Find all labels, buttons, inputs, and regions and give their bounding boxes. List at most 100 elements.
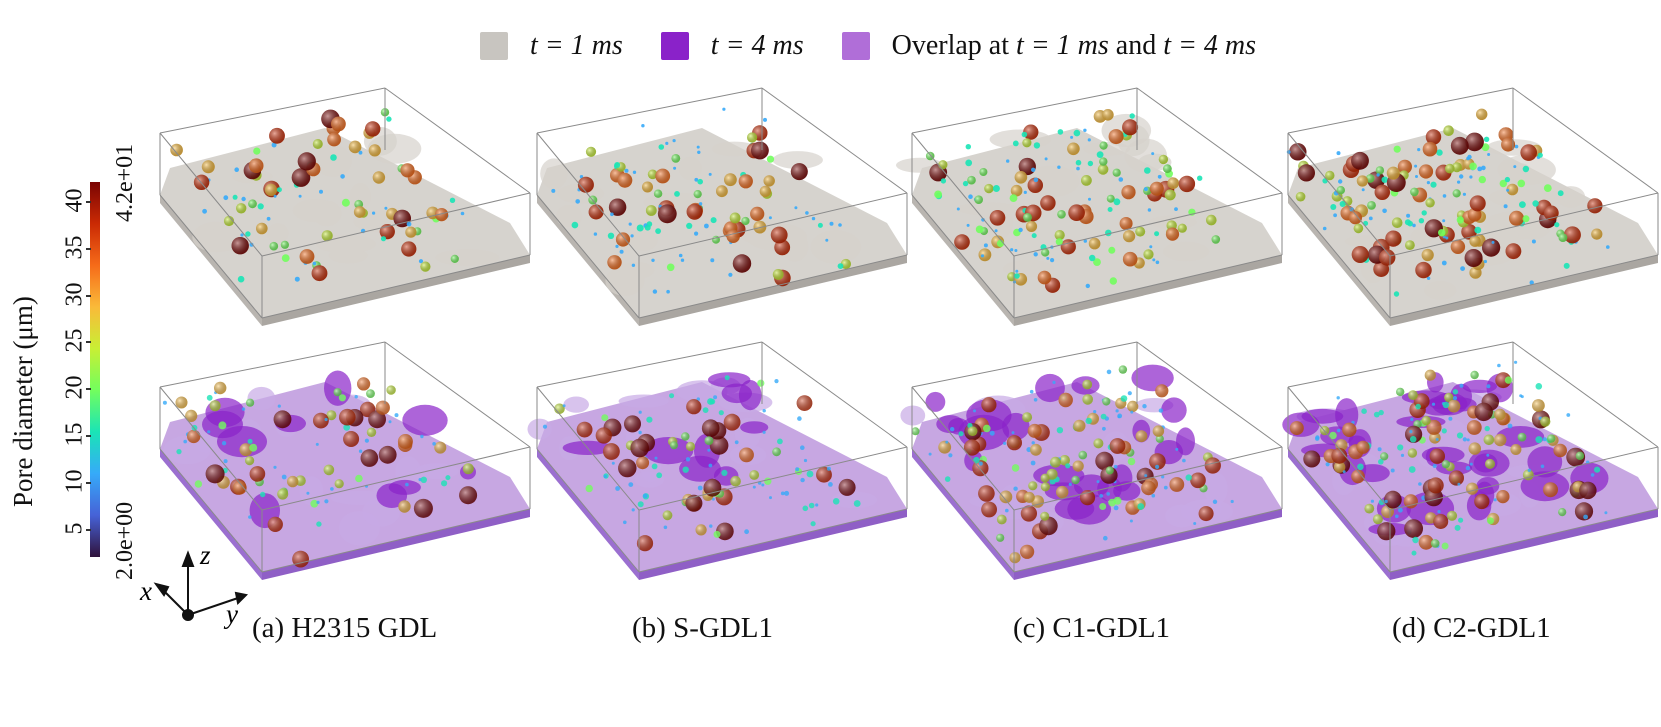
- bounding-box-edge: [1389, 508, 1659, 573]
- pore-sphere: [1057, 129, 1064, 135]
- pore-sphere: [707, 398, 714, 405]
- pore-sphere: [542, 424, 548, 429]
- pore-sphere: [766, 155, 775, 163]
- pore-sphere: [1152, 258, 1156, 262]
- pore-sphere: [1462, 192, 1466, 196]
- pore-sphere-shading: [1050, 456, 1061, 468]
- pore-sphere-shading: [1591, 228, 1603, 240]
- water-cluster: [1527, 446, 1563, 478]
- pore-sphere: [1437, 510, 1441, 514]
- pore-sphere-shading: [398, 500, 411, 513]
- pore-sphere-shading: [1408, 390, 1418, 400]
- pore-sphere: [654, 456, 658, 460]
- water-cluster: [1113, 481, 1141, 501]
- pore-sphere: [1085, 283, 1090, 289]
- pore-sphere: [1106, 369, 1112, 375]
- pore-sphere-shading: [267, 516, 283, 532]
- pore-sphere: [1065, 463, 1071, 469]
- pore-sphere: [644, 224, 651, 231]
- pore-sphere: [642, 493, 648, 499]
- pore-sphere: [298, 194, 302, 198]
- pore-sphere: [780, 491, 785, 496]
- pore-sphere: [1527, 468, 1531, 472]
- pore-sphere-shading: [413, 498, 433, 518]
- pore-sphere-shading: [1494, 433, 1507, 447]
- pore-sphere-shading: [1023, 124, 1039, 140]
- pore-sphere-shading: [1474, 493, 1490, 510]
- y-axis-arrow: [187, 597, 239, 616]
- pore-sphere: [1120, 395, 1128, 402]
- pore-sphere: [1096, 151, 1104, 158]
- pore-sphere: [249, 443, 258, 452]
- pore-sphere-shading: [749, 470, 760, 480]
- pore-sphere-shading: [967, 175, 976, 185]
- pore-sphere-shading: [1469, 235, 1481, 247]
- pore-sphere: [273, 465, 277, 469]
- material-blob: [1124, 138, 1167, 173]
- pore-sphere: [1456, 432, 1464, 439]
- pore-sphere-shading: [595, 427, 612, 444]
- pore-sphere: [1460, 266, 1465, 271]
- pore-sphere: [1415, 175, 1418, 178]
- panel-top-b: [536, 87, 908, 326]
- pore-sphere-shading: [1351, 469, 1365, 484]
- material-blob: [772, 151, 823, 169]
- pore-sphere: [1469, 175, 1473, 179]
- pore-sphere: [1107, 207, 1113, 212]
- legend-swatch-t4: [660, 32, 689, 60]
- slab-side-right: [262, 509, 530, 580]
- x-axis-arrow: [161, 588, 189, 616]
- pore-sphere: [1398, 507, 1403, 513]
- pore-sphere: [615, 486, 620, 491]
- pore-sphere: [678, 253, 683, 258]
- pore-sphere-shading: [360, 449, 379, 467]
- material-blob: [711, 141, 757, 157]
- pore-sphere: [686, 222, 693, 229]
- pore-sphere: [1182, 458, 1186, 463]
- pore-sphere: [338, 394, 346, 402]
- pore-sphere-shading: [1427, 477, 1444, 494]
- pore-sphere: [1113, 496, 1122, 505]
- pore-sphere: [240, 233, 244, 237]
- legend-item-t4: t = 4 ms: [660, 30, 804, 62]
- pore-sphere: [585, 484, 593, 493]
- material-blob: [629, 230, 658, 251]
- pore-sphere-shading: [372, 171, 386, 184]
- pore-sphere: [1454, 524, 1461, 531]
- pore-sphere: [631, 263, 636, 267]
- pore-sphere: [696, 145, 700, 149]
- pore-sphere: [1030, 460, 1036, 466]
- pore-sphere: [241, 407, 246, 411]
- pore-sphere: [1083, 128, 1087, 132]
- pore-sphere: [1406, 213, 1411, 218]
- panel-bottom-b: [527, 341, 908, 580]
- pore-sphere-shading: [662, 510, 673, 521]
- pore-sphere-shading: [1494, 408, 1506, 421]
- pore-sphere-shading: [343, 431, 360, 447]
- pore-sphere: [1583, 514, 1588, 520]
- pore-sphere: [1435, 438, 1439, 441]
- pore-sphere: [1113, 505, 1119, 511]
- pore-sphere: [631, 508, 635, 512]
- pore-sphere-shading: [1071, 475, 1080, 485]
- pore-sphere-shading: [790, 163, 808, 181]
- pore-sphere-shading: [1443, 125, 1454, 136]
- pore-sphere: [1093, 410, 1097, 414]
- y-arrow-head-icon: [234, 591, 249, 606]
- pore-sphere: [405, 482, 409, 487]
- pore-sphere: [324, 417, 328, 422]
- pore-sphere-shading: [1068, 204, 1085, 221]
- pore-sphere: [1409, 436, 1417, 443]
- pore-sphere-shading: [1164, 189, 1176, 201]
- pore-sphere-shading: [772, 269, 784, 280]
- pore-sphere: [1412, 223, 1416, 228]
- pore-sphere-shading: [1060, 239, 1076, 255]
- pore-sphere-shading: [1190, 472, 1206, 489]
- pore-sphere: [1338, 179, 1343, 184]
- pore-sphere: [1540, 464, 1545, 469]
- pore-sphere-shading: [838, 478, 856, 496]
- pore-sphere: [994, 229, 998, 233]
- slab-side-right: [1014, 509, 1282, 580]
- pore-sphere-shading: [1127, 400, 1139, 412]
- pore-sphere-shading: [1206, 214, 1217, 226]
